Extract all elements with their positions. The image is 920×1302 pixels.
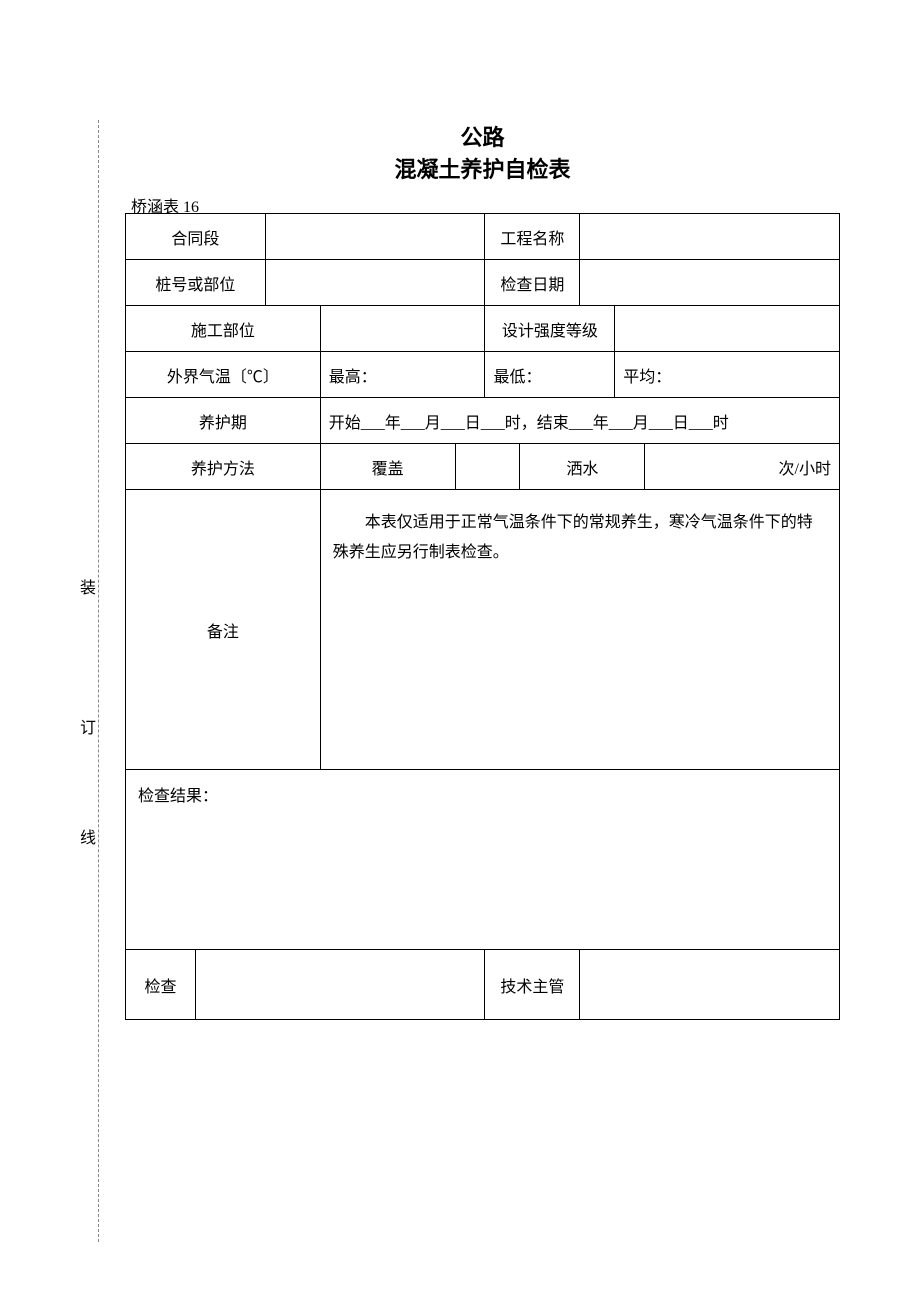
label-spray: 洒水	[520, 444, 645, 490]
title-line-2: 混凝土养护自检表	[125, 155, 840, 186]
check-result-label: 检查结果：	[138, 788, 218, 805]
row-check-result: 检查结果：	[126, 770, 840, 950]
label-tech-lead: 技术主管	[485, 950, 580, 1020]
remarks-text: 本表仅适用于正常气温条件下的常规养生，寒冷气温条件下的特殊养生应另行制表检查。	[320, 490, 839, 770]
temp-avg-label-text: 平均：	[623, 369, 671, 386]
label-curing-method: 养护方法	[126, 444, 321, 490]
value-pile-or-part[interactable]	[265, 260, 485, 306]
label-cover: 覆盖	[320, 444, 455, 490]
label-check-date: 检查日期	[485, 260, 580, 306]
row-remarks: 备注 本表仅适用于正常气温条件下的常规养生，寒冷气温条件下的特殊养生应另行制表检…	[126, 490, 840, 770]
check-result-cell[interactable]: 检查结果：	[126, 770, 840, 950]
inspection-form-table: 合同段 工程名称 桩号或部位 检查日期 施工部位 设计强度等级 外界气温〔℃〕 …	[125, 213, 840, 1020]
label-temp-min: 最低：	[485, 352, 615, 398]
label-construction-part: 施工部位	[126, 306, 321, 352]
title-line-1: 公路	[125, 120, 840, 155]
value-construction-part[interactable]	[320, 306, 485, 352]
row-pile-date: 桩号或部位 检查日期	[126, 260, 840, 306]
value-design-strength[interactable]	[615, 306, 840, 352]
temp-max-label-text: 最高：	[329, 369, 377, 386]
spray-rate-unit: 次/小时	[779, 461, 831, 478]
value-contract-section[interactable]	[265, 214, 485, 260]
value-cover[interactable]	[455, 444, 520, 490]
remarks-body-text: 本表仅适用于正常气温条件下的常规养生，寒冷气温条件下的特殊养生应另行制表检查。	[333, 514, 813, 561]
label-remarks: 备注	[126, 490, 321, 770]
value-project-name[interactable]	[580, 214, 840, 260]
label-project-name: 工程名称	[485, 214, 580, 260]
row-signatures: 检查 技术主管	[126, 950, 840, 1020]
binding-char-2: 订	[78, 710, 98, 742]
label-design-strength: 设计强度等级	[485, 306, 615, 352]
row-contract-project: 合同段 工程名称	[126, 214, 840, 260]
row-curing-period: 养护期 开始___年___月___日___时，结束___年___月___日___…	[126, 398, 840, 444]
binding-char-1: 装	[78, 570, 98, 602]
label-inspector: 检查	[126, 950, 196, 1020]
binding-char-3: 线	[78, 820, 98, 852]
label-contract-section: 合同段	[126, 214, 266, 260]
title-block: 公路 混凝土养护自检表	[125, 120, 840, 186]
binding-dash-line	[98, 120, 99, 1242]
row-curing-method: 养护方法 覆盖 洒水 次/小时	[126, 444, 840, 490]
label-temp-max: 最高：	[320, 352, 485, 398]
label-curing-period: 养护期	[126, 398, 321, 444]
value-tech-lead[interactable]	[580, 950, 840, 1020]
label-outside-temp: 外界气温〔℃〕	[126, 352, 321, 398]
label-temp-avg: 平均：	[615, 352, 840, 398]
temp-min-label-text: 最低：	[493, 369, 541, 386]
value-spray-rate[interactable]: 次/小时	[645, 444, 840, 490]
row-temperature: 外界气温〔℃〕 最高： 最低： 平均：	[126, 352, 840, 398]
label-pile-or-part: 桩号或部位	[126, 260, 266, 306]
value-curing-period[interactable]: 开始___年___月___日___时，结束___年___月___日___时	[320, 398, 839, 444]
value-check-date[interactable]	[580, 260, 840, 306]
value-inspector[interactable]	[195, 950, 485, 1020]
row-construction-strength: 施工部位 设计强度等级	[126, 306, 840, 352]
